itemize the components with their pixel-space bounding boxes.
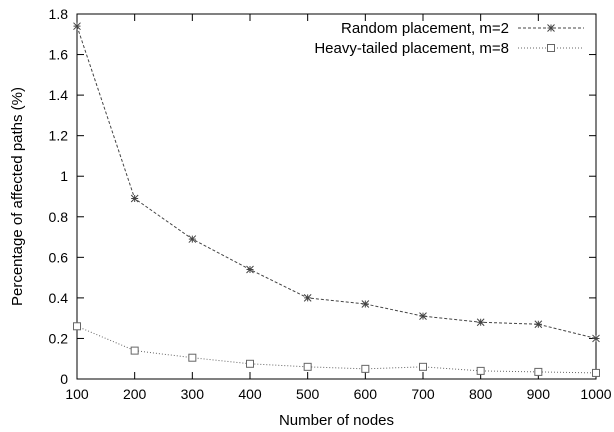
square-marker (419, 362, 427, 371)
y-axis-label: Percentage of affected paths (%) (9, 87, 26, 306)
y-tick-label: 0.2 (49, 330, 69, 346)
x-tick-label: 600 (354, 386, 378, 402)
asterisk-marker (246, 265, 254, 274)
x-tick-label: 200 (123, 386, 147, 402)
y-tick-label: 0.6 (49, 249, 69, 265)
series-2 (73, 322, 600, 377)
asterisk-marker (73, 22, 81, 31)
asterisk-marker (303, 294, 312, 302)
plot-frame (76, 13, 597, 380)
y-tick-label: 0.8 (49, 209, 69, 225)
asterisk-marker (130, 194, 139, 203)
plot-border (76, 13, 597, 380)
x-tick-label: 900 (527, 386, 551, 402)
x-tick-label: 400 (238, 386, 262, 402)
square-marker (188, 353, 197, 362)
legend-label: Random placement, m=2 (341, 20, 509, 37)
y-tick-label: 1.2 (49, 128, 69, 144)
asterisk-marker (361, 300, 370, 308)
asterisk-marker (534, 320, 543, 329)
y-tick-label: 1 (60, 168, 68, 184)
legend: Random placement, m=2 Heavy-tailed placem… (314, 20, 584, 57)
x-tick-label: 100 (65, 386, 89, 402)
x-axis-label: Number of nodes (279, 412, 394, 429)
square-marker (303, 362, 312, 371)
square-marker (476, 366, 485, 375)
y-tick-label: 1.4 (49, 87, 69, 103)
asterisk-marker (592, 334, 600, 343)
x-axis: 100 200 300 400 500 600 700 800 900 1000 (65, 14, 612, 402)
square-marker (73, 322, 81, 331)
square-marker (547, 44, 555, 52)
asterisk-marker (419, 312, 427, 320)
asterisk-marker (188, 235, 197, 243)
x-tick-label: 800 (469, 386, 493, 402)
series-line (76, 325, 597, 374)
square-marker (130, 346, 139, 355)
square-marker (361, 364, 370, 373)
y-tick-label: 0 (60, 371, 68, 387)
x-tick-label: 700 (411, 386, 435, 402)
square-marker (246, 359, 254, 368)
y-axis: 0 0.2 0.4 0.6 0.8 1 1.2 1.4 1.6 1.8 (49, 6, 596, 387)
y-tick-label: 0.4 (49, 290, 69, 306)
square-marker (592, 368, 600, 377)
y-tick-label: 1.6 (49, 47, 69, 63)
asterisk-marker (476, 318, 485, 327)
x-tick-label: 1000 (580, 386, 611, 402)
legend-label: Heavy-tailed placement, m=8 (314, 40, 509, 57)
series-layer (73, 22, 600, 377)
x-tick-label: 500 (296, 386, 320, 402)
x-tick-label: 300 (181, 386, 205, 402)
series-line (76, 26, 597, 339)
square-marker (534, 367, 543, 376)
asterisk-marker (547, 24, 555, 32)
series-1 (73, 22, 600, 343)
y-tick-label: 1.8 (49, 6, 69, 22)
